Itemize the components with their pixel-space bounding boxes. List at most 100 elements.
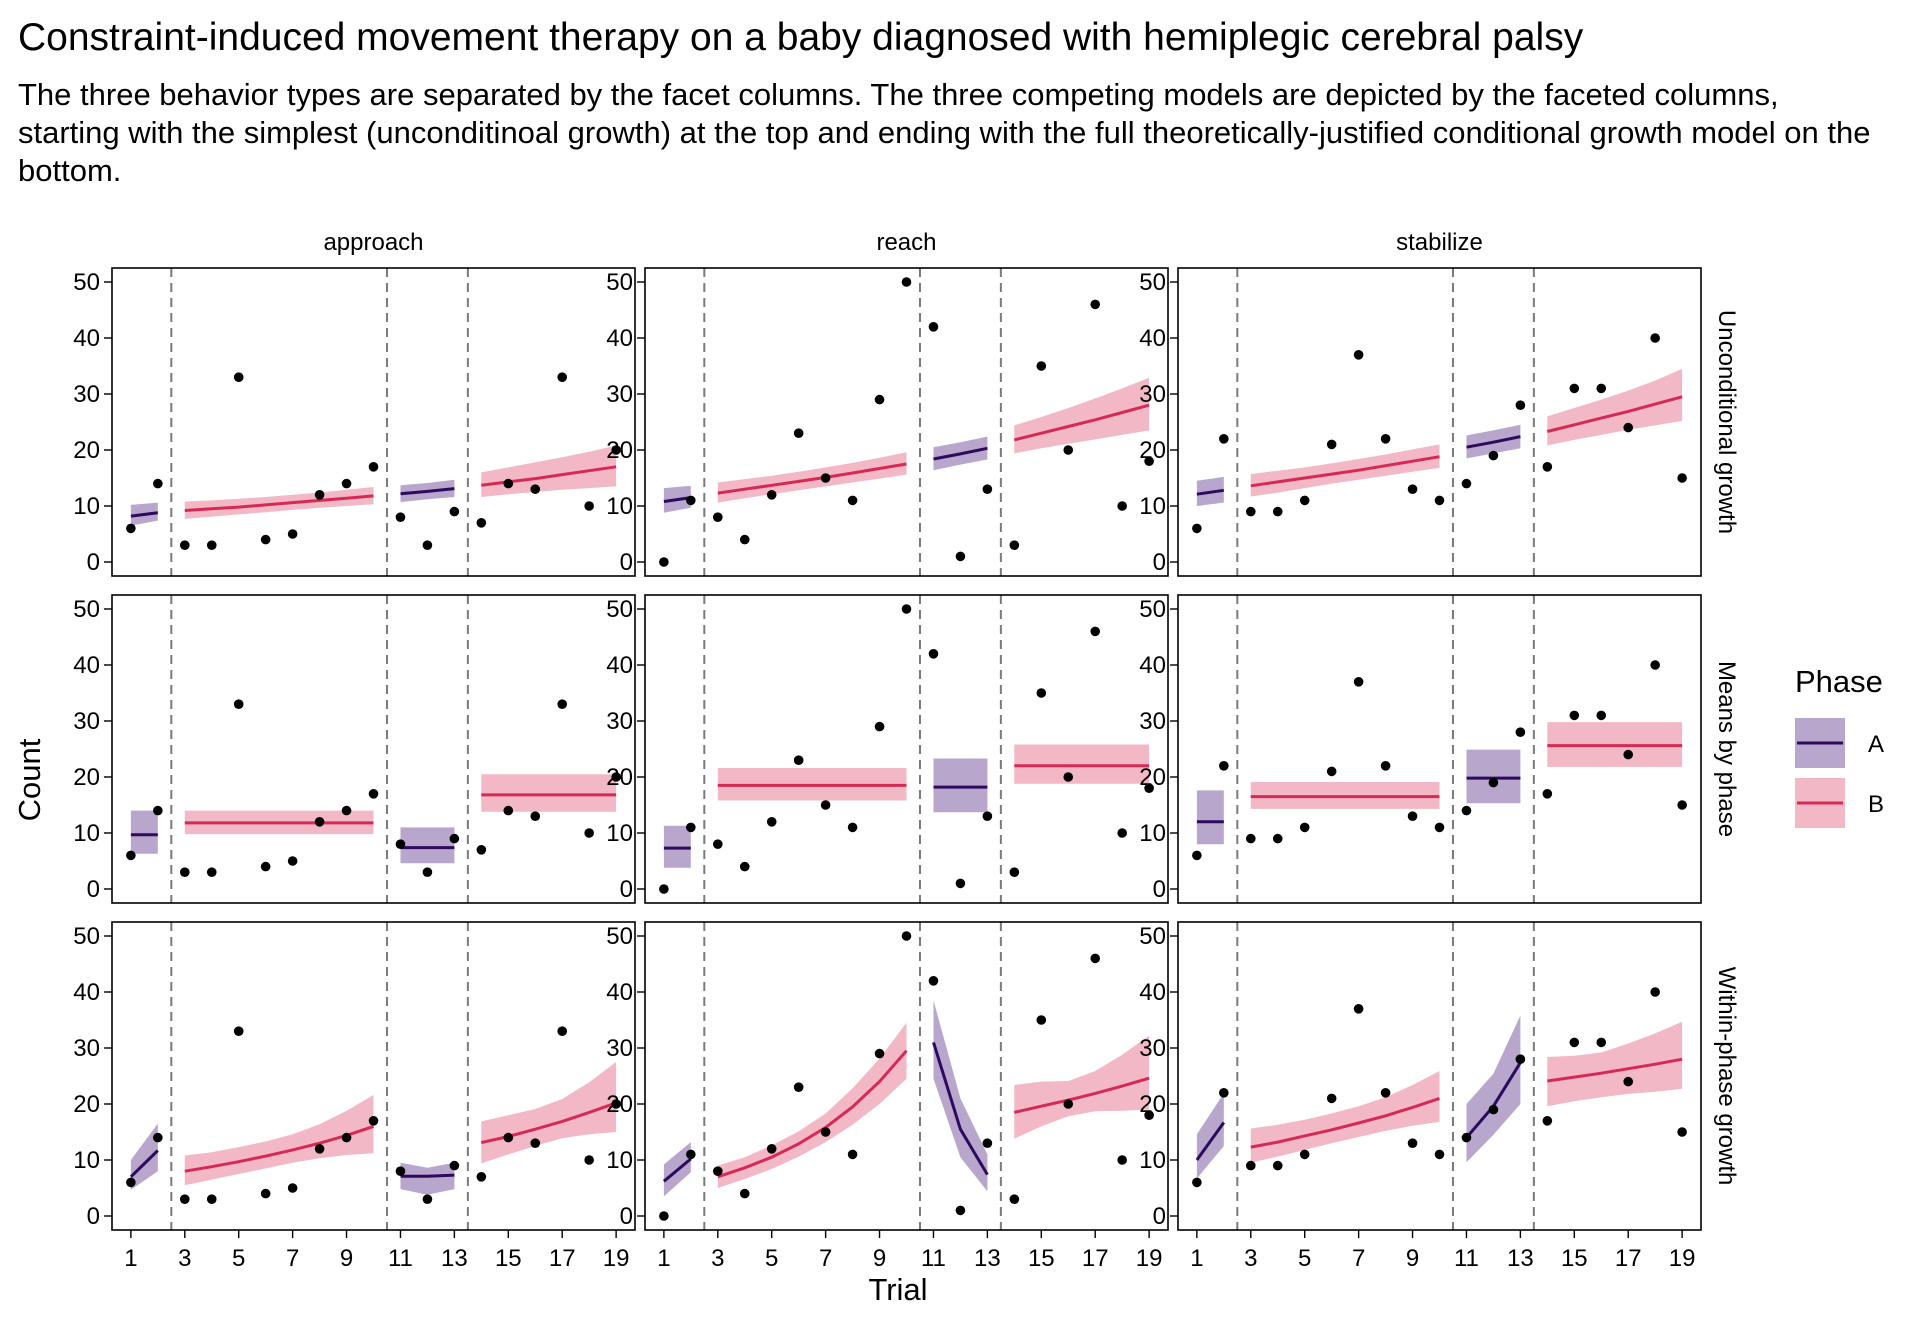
data-point <box>314 1144 325 1154</box>
data-point <box>847 822 858 833</box>
x-tick-label: 3 <box>711 1245 724 1272</box>
y-tick-label: 0 <box>620 876 633 903</box>
ribbon-phase-b-3 <box>1547 368 1683 446</box>
data-point <box>368 789 379 799</box>
data-point <box>1192 523 1202 534</box>
data-point <box>557 699 568 709</box>
ribbon-phase-a-0 <box>130 1123 158 1190</box>
data-point <box>449 1160 460 1171</box>
x-tick-label: 17 <box>1615 1245 1642 1272</box>
facet-column-label: approach <box>323 229 423 256</box>
facet-column-label: reach <box>876 229 936 256</box>
y-tick-label: 10 <box>73 820 100 847</box>
ribbon-phase-a-2 <box>1466 1015 1521 1163</box>
fit-line-phase-b-1 <box>1250 1096 1440 1149</box>
data-point <box>1144 783 1154 793</box>
x-tick-label: 9 <box>340 1245 353 1272</box>
y-tick-label: 30 <box>606 708 633 735</box>
y-tick-label: 30 <box>73 1035 100 1062</box>
data-point <box>153 478 163 489</box>
ribbon-phase-a-2 <box>933 758 988 813</box>
panel-unconditional-growth-reach: 0 10 20 30 40 50 reach <box>606 229 1169 577</box>
data-point <box>712 839 723 849</box>
data-point <box>287 1183 298 1193</box>
data-point <box>395 512 406 522</box>
data-point <box>206 867 217 877</box>
x-tick-label: 1 <box>657 1245 670 1272</box>
ribbon-phase-b-3 <box>481 774 617 812</box>
facet-row-label: Within-phase growth <box>1713 967 1740 1186</box>
chart-subtitle: The three behavior types are separated b… <box>18 77 1871 188</box>
x-tick-label: 11 <box>921 1245 946 1272</box>
ribbon-phase-b-1 <box>1250 1071 1440 1163</box>
ribbon-phase-a-2 <box>933 1000 988 1192</box>
y-tick-label: 0 <box>87 549 100 576</box>
data-point <box>1272 506 1283 517</box>
y-tick-label: 40 <box>606 325 633 352</box>
data-point <box>739 1188 750 1199</box>
data-point <box>1219 761 1229 771</box>
x-tick-label: 5 <box>1298 1245 1311 1272</box>
x-tick-label: 9 <box>873 1245 886 1272</box>
data-point <box>928 649 939 659</box>
ribbon-phase-b-3 <box>1014 744 1150 784</box>
fit-line-phase-a-0 <box>130 511 158 518</box>
y-tick-label: 10 <box>606 1147 633 1174</box>
data-point <box>126 850 136 861</box>
data-point <box>260 1188 271 1199</box>
data-point <box>1650 987 1660 997</box>
panel-unconditional-growth-approach: 0 10 20 30 40 50 approach <box>73 229 636 577</box>
data-point <box>530 811 541 821</box>
data-point <box>1569 710 1580 721</box>
y-tick-label: 10 <box>606 820 633 847</box>
data-point <box>1677 1127 1687 1137</box>
legend: Phase A B <box>1795 664 1884 828</box>
ribbon-phase-a-0 <box>1196 790 1224 845</box>
data-point <box>1326 766 1337 777</box>
data-point <box>793 428 804 439</box>
data-point <box>179 540 190 550</box>
fit-line-phase-a-0 <box>662 1157 692 1183</box>
data-point <box>1461 478 1472 489</box>
data-point <box>206 540 217 550</box>
data-point <box>233 1026 244 1036</box>
panel-border <box>1177 921 1702 1231</box>
data-point <box>126 523 136 534</box>
data-point <box>449 833 460 844</box>
y-tick-label: 10 <box>73 1147 100 1174</box>
x-tick-label: 3 <box>1244 1245 1257 1272</box>
data-point <box>179 1194 190 1204</box>
x-tick-label: 15 <box>495 1245 522 1272</box>
data-point <box>1623 749 1634 760</box>
data-point <box>874 721 885 732</box>
data-point <box>1299 822 1310 833</box>
data-point <box>1461 1132 1472 1143</box>
data-point <box>422 867 433 877</box>
data-point <box>820 473 831 483</box>
fit-line-phase-b-1 <box>717 1049 908 1179</box>
data-point <box>287 856 298 866</box>
ribbon-phase-a-0 <box>130 810 158 854</box>
data-point <box>955 551 966 562</box>
x-tick-label: 17 <box>549 1245 576 1272</box>
data-point <box>793 1082 804 1092</box>
y-tick-label: 30 <box>1139 381 1166 408</box>
x-tick-label: 15 <box>1561 1245 1588 1272</box>
data-point <box>982 1138 993 1148</box>
data-point <box>153 805 163 816</box>
data-point <box>1623 1076 1634 1087</box>
data-point <box>476 1172 487 1182</box>
data-point <box>126 1177 136 1188</box>
data-point <box>557 1026 568 1036</box>
data-point <box>901 931 912 941</box>
y-tick-label: 20 <box>73 764 100 791</box>
data-point <box>395 1166 406 1176</box>
fit-line-phase-a-2 <box>1466 435 1521 449</box>
facet-panels: 01020304050approach01020304050reach01020… <box>73 229 1740 1272</box>
y-tick-label: 40 <box>73 325 100 352</box>
y-tick-label: 0 <box>620 1203 633 1230</box>
data-point <box>1036 688 1047 698</box>
y-tick-label: 20 <box>606 764 633 791</box>
